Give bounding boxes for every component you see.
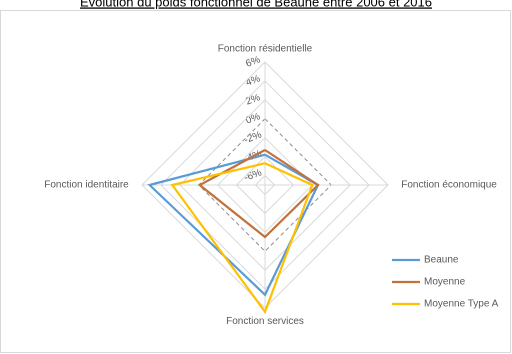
category-label: Fonction identitaire [44, 180, 129, 191]
chart-title: Évolution du poids fonctionnel de Beaune… [80, 0, 432, 9]
legend-label: Moyenne Type A [424, 299, 499, 310]
r-tick-label: 4% [244, 73, 261, 88]
category-label: Fonction économique [401, 180, 497, 191]
legend-label: Moyenne [424, 277, 466, 288]
category-label: Fonction services [226, 316, 304, 327]
legend-label: Beaune [424, 255, 459, 266]
r-tick-label: 2% [244, 92, 261, 107]
series-line [170, 162, 314, 315]
chart-frame [0, 10, 511, 353]
category-label: Fonction résidentielle [218, 43, 313, 54]
r-tick-label: 0% [244, 111, 261, 126]
series-line [147, 153, 320, 297]
r-tick-label: 6% [244, 54, 261, 69]
r-tick-label: -2% [243, 130, 264, 146]
